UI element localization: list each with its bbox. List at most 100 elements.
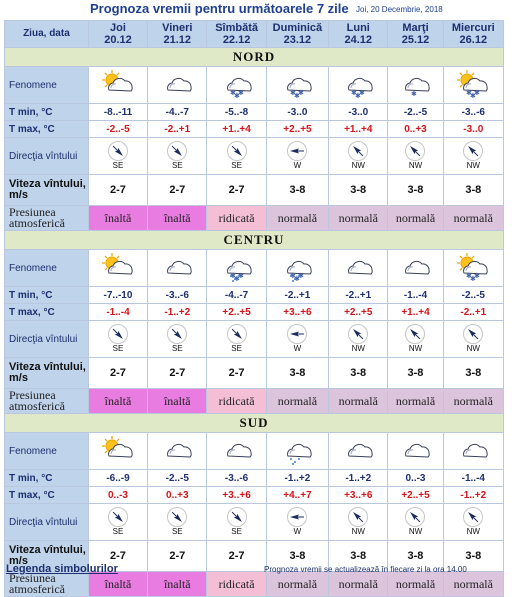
weather-icon: ✱ ✱ ✱ (206, 249, 267, 287)
tmin-value: -3..0 (265, 103, 330, 121)
tmax-value: -1..+2 (147, 303, 208, 321)
wind-direction-value: SE (171, 526, 183, 536)
svg-text:✱: ✱ (230, 272, 236, 280)
svg-text:✱: ✱ (466, 89, 472, 97)
update-note: Prognoza vremii se actualizează în fieca… (264, 565, 467, 574)
weather-icon (206, 432, 267, 470)
pressure-value: înaltă (147, 388, 208, 414)
day-date: 23.12 (283, 34, 312, 46)
wind-speed-value: 2-7 (87, 174, 149, 206)
pressure-row: Presiunea atmosferică înaltă înaltă ridicat… (4, 388, 505, 414)
tmin-value: -3..-6 (206, 469, 267, 487)
wind-direction-label: Direcţia vîntului (4, 320, 89, 358)
pressure-value: normală (387, 205, 444, 231)
tmax-value: +1..+4 (206, 120, 267, 138)
legend-link[interactable]: Legenda simbolurilor (6, 563, 118, 575)
wind-arrow-icon (160, 323, 194, 345)
wind-arrow-icon (160, 140, 194, 162)
wind-direction-cell: NW (328, 137, 389, 175)
wind-direction-cell: SE (206, 503, 267, 541)
wind-arrow-icon (456, 506, 490, 528)
wind-arrow-icon (341, 323, 375, 345)
tmin-label: T min, °C (4, 103, 89, 121)
tmin-value: -2..-5 (387, 103, 444, 121)
pressure-value: înaltă (87, 205, 149, 231)
tmin-value: -3..-6 (442, 103, 505, 121)
region-row: CENTRU (4, 230, 504, 250)
tmin-value: -1..+2 (328, 469, 389, 487)
pressure-value: înaltă (87, 388, 149, 414)
tmax-label: T max, °C (4, 486, 89, 504)
tmax-value: -2..+1 (442, 303, 505, 321)
tmax-value: +3..+6 (265, 303, 330, 321)
tmin-row: T min, °C -8..-11 -4..-7 -5..-8 -3..0 -3..0 -2… (4, 103, 505, 121)
weather-icon (328, 249, 389, 287)
svg-text:✱: ✱ (298, 89, 304, 97)
pressure-value: ridicată (206, 205, 267, 231)
tmax-value: 0..-3 (87, 486, 149, 504)
tmax-row: T max, °C -1..-4 -1..+2 +2..+5 +3..+6 +2..+5 +… (4, 303, 505, 321)
tmin-value: -2..-5 (147, 469, 208, 487)
tmax-value: +3..+6 (206, 486, 267, 504)
day-date: 26.12 (459, 34, 488, 46)
wind-speed-value: 2-7 (147, 174, 208, 206)
wind-direction-value: NW (466, 526, 480, 536)
tmin-value: 0..-3 (387, 469, 444, 487)
wind-arrow-icon (280, 140, 314, 162)
wind-arrow-icon (398, 323, 432, 345)
wind-direction-cell: W (265, 320, 330, 358)
tmin-value: -3..0 (328, 103, 389, 121)
tmax-value: +1..+4 (387, 303, 444, 321)
phenomena-label: Fenomene (4, 249, 89, 287)
wind-speed-value: 3-8 (442, 357, 505, 389)
wind-arrow-icon (220, 506, 254, 528)
pressure-value: normală (387, 388, 444, 414)
region-title: CENTRU (4, 230, 504, 250)
weather-icon: ✱ ✱ ✱ (442, 66, 505, 104)
pressure-label: Presiunea atmosferică (4, 205, 89, 231)
day-date: 21.12 (163, 34, 192, 46)
wind-speed-value: 2-7 (87, 357, 149, 389)
wind-speed-value: 3-8 (328, 174, 389, 206)
pressure-value: normală (442, 205, 505, 231)
day-date: 22.12 (222, 34, 251, 46)
wind-direction-label: Direcţia vîntului (4, 137, 89, 175)
wind-direction-cell: NW (442, 137, 505, 175)
page-title: Prognoza vremii pentru următoarele 7 zil… (90, 1, 349, 16)
tmax-row: T max, °C 0..-3 0..+3 +3..+6 +4..+7 +3..+6 +2.… (4, 486, 505, 504)
weather-icon (147, 249, 208, 287)
tmin-label: T min, °C (4, 469, 89, 487)
weather-icon (147, 432, 208, 470)
tmin-value: -1..-4 (387, 286, 444, 304)
weather-icon (387, 432, 444, 470)
wind-direction-value: SE (112, 160, 124, 170)
tmax-label: T max, °C (4, 303, 89, 321)
weather-icon (87, 432, 149, 470)
svg-text:✱: ✱ (474, 89, 480, 97)
weather-icon (147, 66, 208, 104)
page-header: Prognoza vremii pentru următoarele 7 zil… (0, 0, 517, 22)
pressure-row: Presiunea atmosferică înaltă înaltă ridicat… (4, 205, 505, 231)
day-name: Vineri (162, 22, 193, 34)
pressure-value: normală (265, 388, 330, 414)
wind-direction-value: W (293, 160, 302, 170)
pressure-value: înaltă (87, 571, 149, 597)
phenomena-row: Fenomene ✱ ✱ ✱ ✱ ✱ ✱ ✱ ✱ ✱ ✱ ✱ ✱ ✱ (4, 66, 505, 104)
wind-arrow-icon (101, 140, 135, 162)
tmax-value: +2..+5 (387, 486, 444, 504)
wind-direction-value: W (293, 526, 302, 536)
tmin-value: -1..+2 (265, 469, 330, 487)
weather-icon: ✱ ✱ ✱ (328, 66, 389, 104)
day-header: Luni 24.12 (328, 20, 389, 48)
phenomena-label: Fenomene (4, 432, 89, 470)
svg-text:✱: ✱ (298, 272, 304, 280)
tmin-value: -2..+1 (265, 286, 330, 304)
weather-icon (87, 66, 149, 104)
tmax-value: -2..+1 (147, 120, 208, 138)
wind-direction-value: NW (408, 343, 423, 353)
day-name: Luni (346, 22, 370, 34)
tmax-value: +2..+5 (206, 303, 267, 321)
wind-speed-value: 2-7 (147, 540, 208, 572)
svg-text:✱: ✱ (294, 275, 300, 283)
wind-direction-value: SE (171, 343, 183, 353)
